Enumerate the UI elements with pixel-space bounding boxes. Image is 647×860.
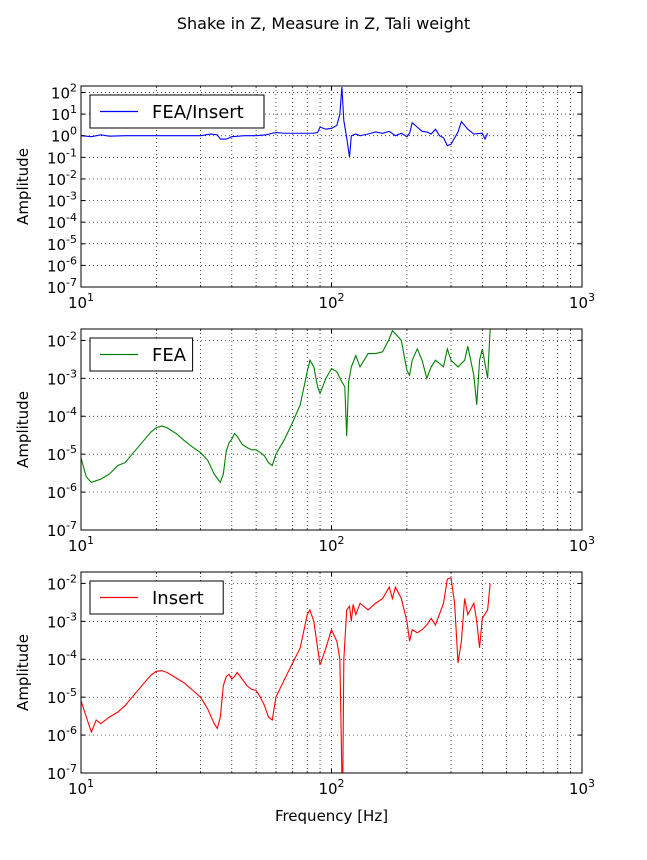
legend-label: Insert: [152, 588, 204, 609]
series-line-1: [81, 86, 489, 158]
y-tick-label: 10-2: [47, 329, 77, 350]
series-line-1: [81, 329, 491, 484]
y-tick-label: 10-2: [47, 168, 77, 189]
legend-label: FEA: [152, 345, 187, 366]
y-tick-label: 10-3: [47, 190, 77, 211]
x-tick-label: 101: [68, 291, 94, 312]
legend-label: FEA/Insert: [152, 102, 244, 123]
subplot-3: 101 102 103 10-7 10-6 10-5 10-4 10-3 10-2 Amplitu…: [14, 571, 595, 825]
y-axis-label: Amplitude: [14, 634, 32, 711]
x-axis-label: Frequency [Hz]: [275, 807, 388, 825]
y-tick-label: 10-3: [47, 367, 77, 388]
legend: FEA: [89, 337, 194, 372]
y-tick-label: 101: [51, 103, 77, 124]
x-tick-label: 103: [569, 777, 595, 798]
x-tick-label: 102: [318, 291, 344, 312]
y-axis-label: Amplitude: [14, 148, 32, 225]
y-tick-label: 10-5: [47, 233, 77, 254]
y-tick-label: 10-7: [47, 762, 77, 783]
subplot-2: 101 102 103 10-7 10-6 10-5 10-4 10-3 10-2 Amplitu…: [14, 328, 595, 555]
y-axis-label: Amplitude: [14, 391, 32, 468]
grid: [80, 572, 583, 774]
figure-title: Shake in Z, Measure in Z, Tali weight: [176, 14, 471, 33]
series-line-1: [81, 577, 491, 773]
y-tick-label: 10-7: [47, 276, 77, 297]
legend-box: [89, 337, 194, 372]
legend-box: [89, 580, 224, 615]
legend: FEA/Insert: [89, 94, 265, 129]
y-tick-label: 10-5: [47, 686, 77, 707]
y-tick-label: 100: [51, 125, 77, 146]
y-tick-label: 10-4: [47, 405, 77, 426]
y-tick-label: 10-4: [47, 211, 77, 232]
y-tick-label: 10-6: [47, 481, 77, 502]
legend: Insert: [89, 580, 224, 615]
x-tick-label: 102: [318, 534, 344, 555]
y-tick-label: 102: [51, 82, 77, 103]
y-tick-label: 10-2: [47, 572, 77, 593]
y-tick-label: 10-7: [47, 519, 77, 540]
x-tick-label: 102: [318, 777, 344, 798]
x-tick-label: 101: [68, 534, 94, 555]
x-tick-label: 101: [68, 777, 94, 798]
y-tick-label: 10-1: [47, 146, 77, 167]
y-tick-label: 10-3: [47, 610, 77, 631]
grid: [80, 329, 583, 531]
y-tick-label: 10-6: [47, 724, 77, 745]
subplot-1: 101 102 10310-710-610-510-410-310-210-1100…: [14, 82, 595, 312]
x-tick-label: 103: [569, 534, 595, 555]
y-tick-label: 10-5: [47, 443, 77, 464]
y-tick-label: 10-6: [47, 254, 77, 275]
y-tick-label: 10-4: [47, 648, 77, 669]
x-tick-label: 103: [569, 291, 595, 312]
